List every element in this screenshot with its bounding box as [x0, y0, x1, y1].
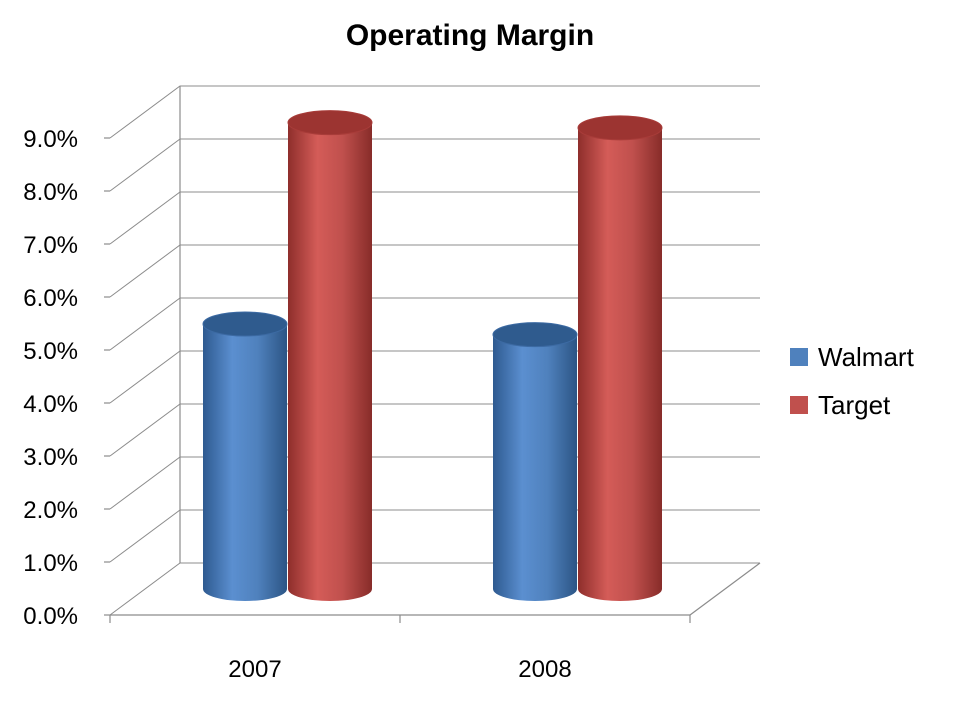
cylinder-body [203, 324, 287, 601]
cylinder-top [492, 322, 578, 348]
bar-target-2008 [577, 115, 663, 602]
legend: Walmart Target [790, 342, 915, 420]
legend-label-target: Target [818, 390, 891, 420]
gridline [109, 191, 760, 245]
y-tick-label: 6.0% [23, 285, 78, 312]
y-tick-label: 4.0% [23, 391, 78, 418]
cylinder-body [493, 334, 577, 601]
x-axis-category-labels: 2007 2008 [228, 656, 571, 683]
y-tick-label: 2.0% [23, 497, 78, 524]
cylinder-body [578, 127, 662, 602]
floor-right-edge [689, 562, 761, 616]
bar-target-2007 [287, 110, 373, 601]
cylinder-top [577, 115, 663, 141]
y-tick-label: 0.0% [23, 603, 78, 630]
x-category-label: 2008 [518, 656, 571, 683]
legend-swatch-walmart [790, 348, 808, 366]
y-axis-tick-labels: 0.0% 1.0% 2.0% 3.0% 4.0% 5.0% 6.0% 7.0% 8.0% 9.0% [23, 126, 78, 630]
cylinder-top [287, 110, 373, 136]
gridline [109, 138, 760, 192]
y-tick-label: 7.0% [23, 232, 78, 259]
cylinder-top [202, 311, 288, 337]
chart-title: Operating Margin [346, 19, 594, 52]
x-category-label: 2007 [228, 656, 281, 683]
y-tick-label: 8.0% [23, 179, 78, 206]
cylinder-body [288, 122, 372, 601]
y-tick-label: 3.0% [23, 444, 78, 471]
bar-walmart-2008 [492, 322, 578, 601]
legend-label-walmart: Walmart [818, 342, 915, 372]
bar-walmart-2007 [202, 311, 288, 601]
gridline [109, 244, 760, 298]
y-tick-label: 5.0% [23, 338, 78, 365]
y-tick-label: 9.0% [23, 126, 78, 153]
legend-swatch-target [790, 396, 808, 414]
gridline [109, 85, 760, 139]
axes [104, 86, 761, 623]
y-tick-label: 1.0% [23, 550, 78, 577]
bars [202, 110, 663, 602]
